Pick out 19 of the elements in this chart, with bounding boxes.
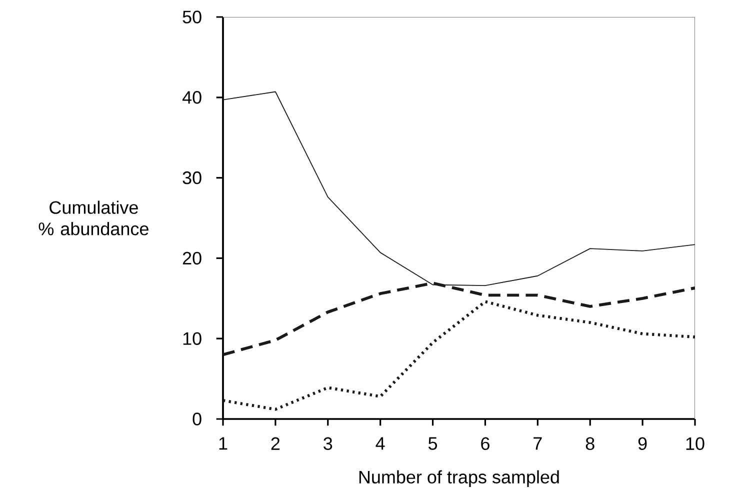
y-tick-label: 0 bbox=[192, 412, 202, 426]
x-tick-label: 2 bbox=[271, 437, 280, 450]
x-tick-label: 8 bbox=[586, 437, 594, 450]
y-tick-label: 10 bbox=[183, 332, 202, 345]
y-tick-label: 40 bbox=[182, 91, 202, 104]
x-tick-label: 1 bbox=[219, 437, 228, 450]
x-tick-label: 10 bbox=[686, 437, 704, 450]
line-series bbox=[223, 300, 695, 411]
x-tick-label: 4 bbox=[376, 437, 385, 450]
y-tick-label: 30 bbox=[182, 171, 202, 184]
x-tick-label: 5 bbox=[428, 437, 438, 450]
x-tick-label: 6 bbox=[481, 437, 490, 450]
x-tick-label: 7 bbox=[534, 437, 542, 450]
y-tick-label: 50 bbox=[182, 10, 202, 24]
x-tick-label: 3 bbox=[324, 437, 332, 450]
y-tick-label: 20 bbox=[182, 252, 202, 265]
y-axis-title: Cumulative % abundance bbox=[38, 200, 148, 236]
x-axis-title: Number of traps sampled bbox=[359, 470, 559, 488]
x-tick-label: 9 bbox=[638, 437, 647, 450]
